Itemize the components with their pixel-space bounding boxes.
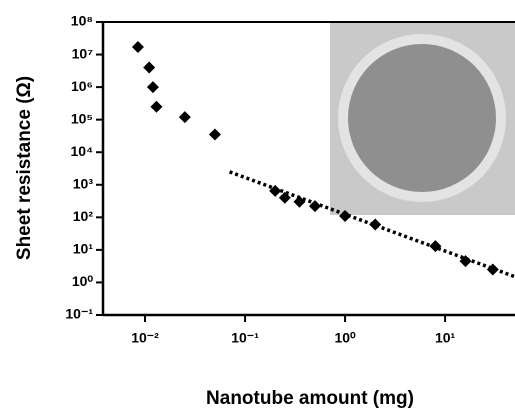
y-tick-label: 10⁶ — [71, 78, 93, 94]
y-axis-title: Sheet resistance (Ω) — [14, 76, 35, 260]
data-point — [339, 209, 352, 222]
data-point — [208, 128, 221, 141]
data-point — [278, 191, 291, 204]
data-point — [269, 184, 282, 197]
data-point — [131, 41, 144, 54]
data-point — [143, 61, 156, 74]
y-tick-label: 10² — [73, 208, 94, 224]
x-tick-label: 10¹ — [435, 330, 456, 346]
data-point — [293, 195, 306, 208]
x-tick-label: 10⁰ — [334, 330, 356, 346]
plot — [131, 41, 515, 279]
x-tick-label: 10⁻¹ — [231, 330, 259, 346]
data-point — [146, 81, 159, 94]
y-tick-label: 10⁸ — [71, 13, 93, 29]
data-point — [308, 200, 321, 213]
x-axis-title: Nanotube amount (mg) — [206, 388, 414, 409]
y-tick-label: 10⁷ — [72, 45, 94, 61]
inset-photo — [330, 22, 515, 215]
data-point — [150, 100, 163, 113]
y-tick-label: 10⁵ — [71, 110, 93, 126]
y-tick-label: 10⁻¹ — [65, 306, 93, 322]
y-tick-label: 10⁰ — [72, 273, 94, 289]
y-tick-label: 10¹ — [73, 241, 94, 257]
y-tick-label: 10⁴ — [71, 143, 94, 159]
fit-line — [228, 170, 515, 279]
y-tick-label: 10³ — [73, 175, 94, 191]
data-point — [178, 111, 191, 124]
inset-film — [348, 44, 496, 192]
x-tick-label: 10⁻² — [131, 330, 159, 346]
